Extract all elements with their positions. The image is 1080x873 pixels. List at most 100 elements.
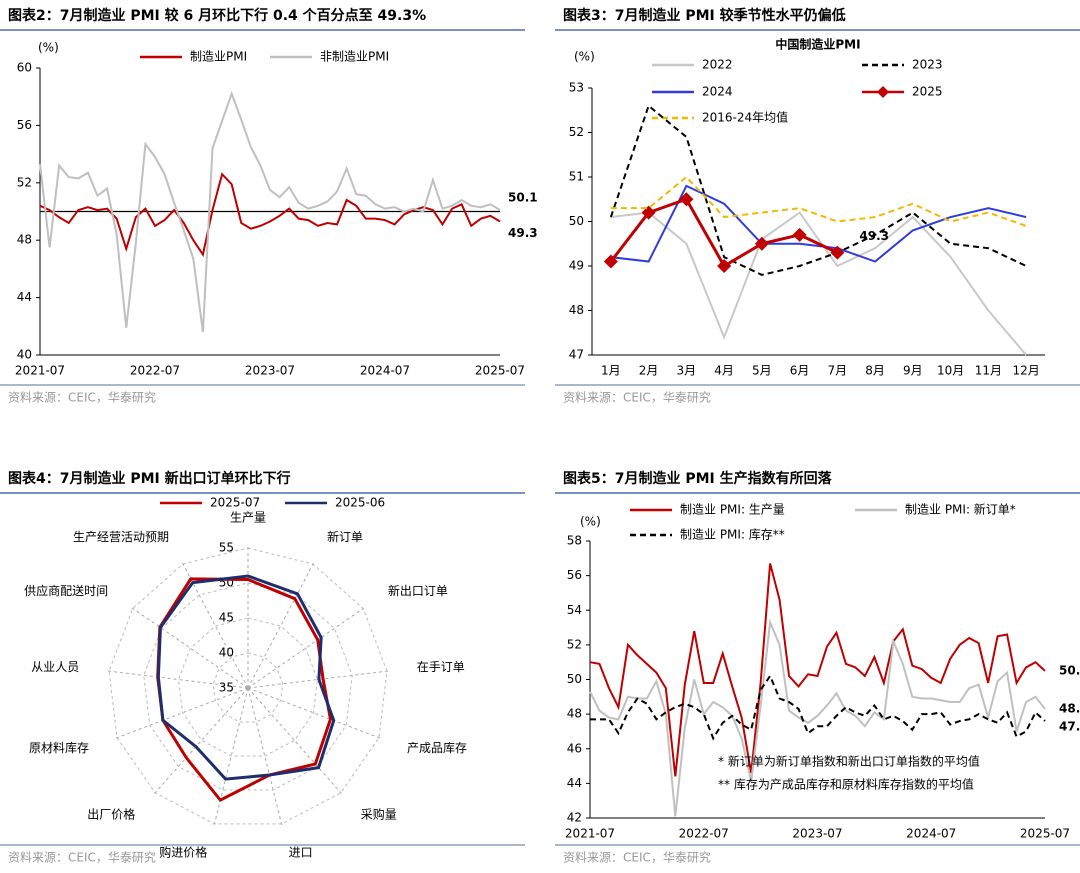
x-tick-label: 1月: [601, 364, 621, 378]
axis-label: 产成品库存: [407, 740, 467, 755]
x-tick-label: 2025-07: [1020, 827, 1070, 841]
chart-title: 图表4：7月制造业 PMI 新出口订单环比下行: [8, 470, 291, 487]
x-tick-label: 2月: [639, 364, 659, 378]
axis-label: 原材料库存: [29, 740, 89, 755]
series-line: [610, 211, 1027, 356]
spoke: [247, 605, 367, 689]
spoke: [213, 687, 249, 828]
spoke: [247, 687, 283, 828]
r-tick-label: 45: [219, 611, 234, 625]
unit-label: (%): [574, 50, 595, 64]
note: * 新订单为新订单指数和新出口订单指数的平均值: [718, 754, 980, 769]
spoke: [129, 605, 249, 689]
source-note: 资料来源：CEIC，华泰研究: [8, 390, 156, 405]
y-tick-label: 52: [17, 175, 32, 189]
grid-ring: [177, 617, 319, 757]
axis-label: 进口: [289, 846, 313, 860]
series-line: [589, 618, 1046, 817]
end-label: 47.6: [1059, 720, 1080, 734]
chart-title: 图表3：7月制造业 PMI 较季节性水平仍偏低: [563, 7, 846, 24]
y-tick-label: 48: [569, 303, 584, 317]
axis-label: 出厂价格: [87, 807, 135, 822]
spoke: [104, 670, 249, 689]
y-tick-label: 52: [567, 637, 582, 651]
y-tick-label: 54: [567, 603, 582, 617]
y-tick-label: 56: [17, 118, 32, 132]
unit-label: (%): [38, 41, 59, 55]
point-marker: [754, 236, 769, 251]
source-note: 资料来源：CEIC，华泰研究: [563, 850, 711, 865]
y-tick-label: 50: [569, 214, 584, 228]
axis-label: 供应商配送时间: [24, 583, 108, 598]
axis-label: 采购量: [361, 807, 397, 822]
note: ** 库存为产成品库存和原材料库存指数的平均值: [718, 777, 974, 792]
x-tick-label: 7月: [828, 364, 848, 378]
y-tick-label: 58: [567, 534, 582, 548]
legend-label: 2025-07: [210, 496, 260, 510]
y-tick-label: 50: [567, 672, 582, 686]
series-line: [590, 673, 1046, 741]
x-tick-label: 2022-07: [679, 827, 729, 841]
point-marker: [830, 245, 845, 260]
end-label: 50.1: [508, 191, 538, 205]
x-tick-label: 10月: [937, 364, 964, 378]
legend-label: 制造业PMI: [190, 50, 247, 64]
point-marker: [679, 192, 694, 207]
y-tick-label: 46: [567, 741, 582, 755]
legend-label: 2025-06: [335, 496, 385, 510]
radar-line: [156, 574, 336, 781]
spoke: [247, 560, 316, 689]
spoke: [113, 687, 249, 740]
x-tick-label: 11月: [975, 364, 1002, 378]
legend-label: 2024: [702, 85, 733, 99]
legend-label: 2025: [912, 85, 943, 99]
end-label: 49.3: [508, 226, 538, 240]
r-tick-label: 35: [219, 681, 234, 695]
x-tick-label: 2021-07: [15, 364, 65, 378]
x-tick-label: 8月: [865, 364, 885, 378]
x-tick-label: 2023-07: [792, 827, 842, 841]
axis-label: 生产经营活动预期: [73, 530, 169, 544]
series-line: [610, 184, 1027, 263]
end-label: 50.5: [1059, 663, 1080, 677]
r-tick-label: 40: [219, 646, 234, 660]
point-marker: [792, 227, 807, 242]
series-line: [609, 104, 1027, 276]
series-line: [589, 563, 1046, 777]
series-line: [610, 175, 1027, 227]
source-note: 资料来源：CEIC，华泰研究: [563, 390, 711, 405]
x-tick-label: 3月: [677, 364, 697, 378]
end-label: 48.3: [1059, 701, 1080, 715]
series-line: [39, 90, 501, 333]
source-note: 资料来源：CEIC，华泰研究: [8, 850, 156, 865]
chart-title: 图表5：7月制造业 PMI 生产指数有所回落: [563, 470, 833, 487]
series-line: [39, 172, 501, 258]
x-tick-label: 2022-07: [130, 364, 180, 378]
y-tick-label: 44: [17, 290, 32, 304]
r-tick-label: 55: [219, 541, 234, 555]
x-tick-label: 2023-07: [245, 364, 295, 378]
legend-label: 2016-24年均值: [702, 110, 788, 125]
x-tick-label: 2021-07: [565, 827, 615, 841]
axis-label: 从业人员: [31, 660, 79, 674]
y-tick-label: 42: [567, 811, 582, 825]
subtitle: 中国制造业PMI: [775, 37, 860, 52]
grid-ring: [108, 547, 388, 825]
point-marker: [603, 254, 618, 269]
legend-label: 制造业 PMI: 新订单*: [905, 502, 1016, 517]
x-tick-label: 4月: [714, 364, 734, 378]
x-tick-label: 9月: [903, 364, 923, 378]
spoke: [247, 687, 383, 740]
y-tick-label: 53: [569, 81, 584, 95]
x-tick-label: 12月: [1012, 364, 1039, 378]
legend-label: 2022: [702, 58, 733, 72]
legend-marker: [877, 86, 889, 98]
unit-label: (%): [580, 515, 601, 529]
y-tick-label: 56: [567, 568, 582, 582]
y-tick-label: 51: [569, 170, 584, 184]
y-tick-label: 47: [569, 348, 584, 362]
grid-ring: [143, 582, 353, 791]
end-label: 49.3: [859, 229, 889, 243]
axis-label: 生产量: [230, 511, 266, 525]
